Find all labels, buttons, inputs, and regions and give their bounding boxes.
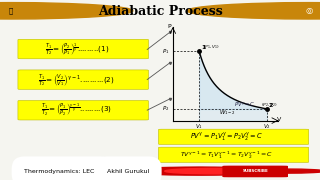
Text: $W_{1-2}$: $W_{1-2}$ bbox=[219, 108, 236, 117]
Text: Adiabatic Process: Adiabatic Process bbox=[98, 5, 222, 18]
FancyBboxPatch shape bbox=[18, 100, 148, 120]
Text: 2: 2 bbox=[269, 103, 273, 109]
Text: Thermodynamics: LEC-5: Thermodynamics: LEC-5 bbox=[24, 169, 101, 174]
FancyBboxPatch shape bbox=[158, 129, 309, 144]
Text: $\frac{T_1}{T_2}=\left(\frac{V_2}{V_1}\right)^{\gamma-1}$..........(2): $\frac{T_1}{T_2}=\left(\frac{V_2}{V_1}\r… bbox=[38, 72, 115, 88]
FancyBboxPatch shape bbox=[222, 166, 288, 177]
FancyBboxPatch shape bbox=[18, 39, 148, 59]
Text: $PV^\gamma = P_1V_1^\gamma = P_2V_2^\gamma = C$: $PV^\gamma = P_1V_1^\gamma = P_2V_2^\gam… bbox=[190, 131, 263, 143]
Circle shape bbox=[130, 167, 270, 175]
Circle shape bbox=[146, 167, 286, 175]
Text: 🏛: 🏛 bbox=[9, 8, 13, 14]
Text: 1: 1 bbox=[201, 45, 205, 50]
Circle shape bbox=[114, 167, 254, 175]
FancyBboxPatch shape bbox=[158, 147, 309, 162]
Text: $P_1$: $P_1$ bbox=[162, 47, 169, 56]
Text: $V_1$: $V_1$ bbox=[195, 122, 203, 131]
Circle shape bbox=[0, 3, 133, 19]
Text: P: P bbox=[167, 24, 171, 29]
Text: $(P_2,V_2)$: $(P_2,V_2)$ bbox=[261, 101, 278, 109]
Text: ◎: ◎ bbox=[305, 6, 312, 15]
Circle shape bbox=[248, 169, 320, 173]
Text: V: V bbox=[277, 117, 282, 122]
Text: $V_2$: $V_2$ bbox=[263, 122, 271, 131]
Text: SUBSCRIBE: SUBSCRIBE bbox=[243, 169, 268, 174]
Circle shape bbox=[133, 168, 235, 174]
Circle shape bbox=[165, 168, 267, 174]
Text: $\frac{T_1}{T_2}=\left(\frac{P_2}{P_1}\right)^{\frac{1}{\gamma}}$.........(1): $\frac{T_1}{T_2}=\left(\frac{P_2}{P_1}\r… bbox=[44, 41, 109, 57]
Circle shape bbox=[187, 3, 320, 19]
Text: $\frac{T_1}{T_2}=\left(\frac{P_1}{P_2}\right)^{\frac{\gamma-1}{\gamma}}$........: $\frac{T_1}{T_2}=\left(\frac{P_1}{P_2}\r… bbox=[41, 102, 112, 118]
Text: $(P_1,V_1)$: $(P_1,V_1)$ bbox=[203, 43, 220, 51]
FancyBboxPatch shape bbox=[18, 70, 148, 89]
Text: $TV^{\gamma-1} = T_1V_1^{\gamma-1} = T_2V_2^{\gamma-1} = C$: $TV^{\gamma-1} = T_1V_1^{\gamma-1} = T_2… bbox=[180, 149, 273, 161]
Circle shape bbox=[149, 168, 251, 174]
Text: $PV^\gamma = C$: $PV^\gamma = C$ bbox=[234, 100, 256, 109]
Text: $P_2$: $P_2$ bbox=[162, 104, 169, 113]
Text: Akhil Gurukul: Akhil Gurukul bbox=[107, 169, 149, 174]
